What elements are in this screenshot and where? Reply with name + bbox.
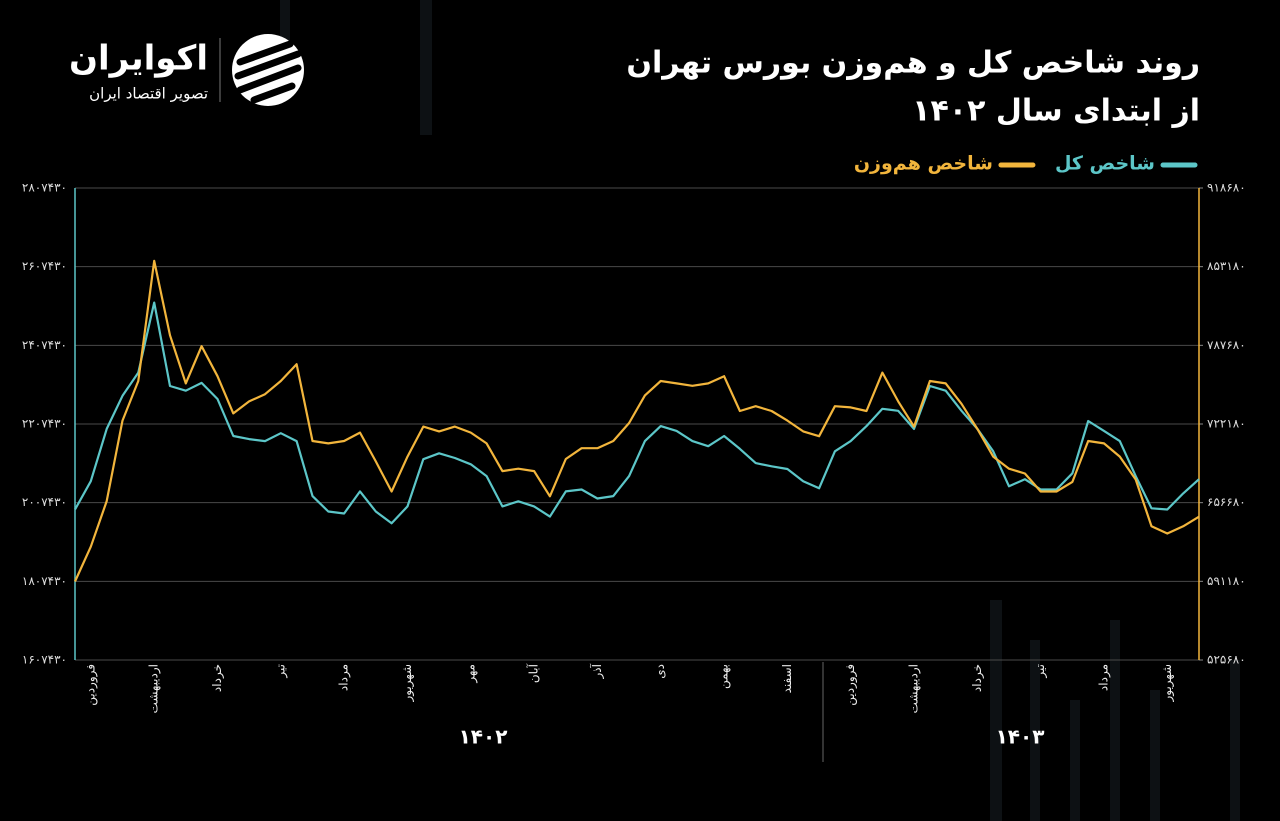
x-tick-label: شهریور	[400, 664, 415, 703]
logo-name: اکوایران	[69, 39, 208, 79]
x-tick-label: آذر	[589, 663, 605, 679]
x-tick-label: فروردین	[843, 664, 858, 706]
y-tick-label: ۲۶۰۷۴۳۰	[22, 259, 67, 273]
x-tick-label: مهر	[463, 664, 478, 684]
x-tick-label: دی	[653, 664, 667, 679]
year-label: ۱۴۰۳	[996, 725, 1045, 749]
series-line	[74, 301, 1200, 525]
x-tick-label: اردیبهشت	[147, 664, 162, 713]
x-tick-label: خرداد	[210, 664, 225, 692]
y2-tick-label: ۵۹۱۱۸۰	[1207, 574, 1246, 588]
legend-label: شاخص هم‌وزن	[854, 153, 993, 175]
y2-tick-label: ۶۵۶۶۸۰	[1207, 495, 1246, 509]
x-tick-label: فروردین	[83, 664, 98, 706]
x-tick-label: تیر	[1033, 664, 1048, 679]
x-tick-label: اسفند	[780, 664, 794, 693]
year-label: ۱۴۰۲	[459, 725, 508, 749]
y2-tick-label: ۸۵۳۱۸۰	[1207, 259, 1246, 273]
x-tick-label: مرداد	[337, 664, 352, 691]
x-tick-label: شهریور	[1160, 664, 1175, 703]
y-tick-label: ۲۰۰۷۴۳۰	[22, 495, 67, 509]
x-tick-label: خرداد	[970, 664, 985, 692]
legend-label: شاخص کل	[1055, 153, 1155, 175]
y2-tick-label: ۷۲۲۱۸۰	[1207, 417, 1246, 431]
background-bars	[280, 0, 1240, 821]
y-tick-label: ۱۶۰۷۴۳۰	[22, 653, 67, 667]
y2-tick-label: ۵۲۵۶۸۰	[1207, 653, 1246, 667]
chart-subtitle: از ابتدای سال ۱۴۰۲	[912, 94, 1200, 129]
logo-stripes	[234, 40, 302, 104]
y-tick-label: ۲۴۰۷۴۳۰	[22, 338, 67, 352]
x-tick-label: مرداد	[1097, 664, 1112, 691]
y-tick-label: ۲۸۰۷۴۳۰	[22, 181, 67, 195]
y2-tick-label: ۹۱۸۶۸۰	[1207, 181, 1246, 195]
chart-title: روند شاخص کل و هم‌وزن بورس تهران	[626, 46, 1200, 81]
x-tick-label: تیر	[273, 664, 288, 679]
x-tick-label: آبان	[526, 663, 541, 683]
x-tick-label: اردیبهشت	[907, 664, 922, 713]
y-tick-label: ۱۸۰۷۴۳۰	[22, 574, 67, 588]
series-line	[73, 259, 1200, 582]
y2-tick-label: ۷۸۷۶۸۰	[1207, 338, 1246, 352]
logo-tagline: تصویر اقتصاد ایران	[89, 85, 208, 103]
logo: اکوایران تصویر اقتصاد ایران	[69, 34, 304, 106]
y-tick-label: ۲۲۰۷۴۳۰	[22, 417, 67, 431]
x-tick-label: بهمن	[717, 664, 732, 689]
